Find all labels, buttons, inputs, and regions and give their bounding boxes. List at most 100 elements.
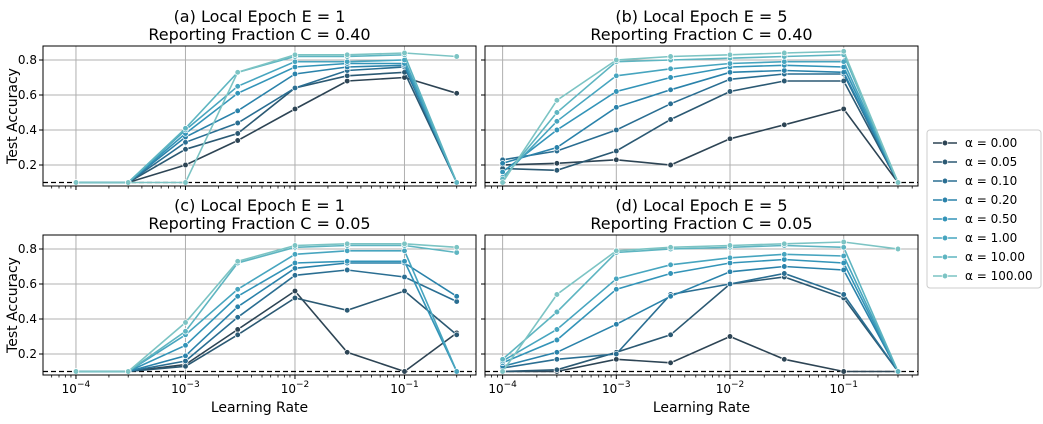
data-point [234,69,241,76]
data-point [781,270,788,277]
data-point [453,53,460,60]
y-tick-label: 0.6 [18,88,37,102]
legend-label-3: α = 0.10 [965,174,1017,188]
x-axis-label: Learning Rate [211,400,308,416]
x-tick-base: 10 [281,382,296,396]
data-point [291,58,299,65]
data-point [613,104,620,111]
legend-label-8: α = 100.00 [965,269,1033,283]
data-point [401,240,408,247]
data-point [781,356,788,363]
data-point [781,263,788,270]
y-tick-label: 0.8 [18,53,37,67]
data-point [344,77,351,85]
data-point [401,287,408,295]
data-point [726,259,734,267]
data-point [840,48,847,55]
data-point [726,254,734,261]
data-point [553,336,561,344]
data-point [726,135,734,142]
data-point [613,88,620,95]
data-point [667,261,674,268]
data-point [667,86,674,93]
x-tick-base: 10 [62,382,77,396]
data-point [840,252,847,260]
data-point [344,307,351,314]
data-point [781,58,788,65]
series-line-6 [502,60,899,183]
data-point [291,84,299,92]
data-point [667,293,674,300]
plot-frame [484,45,919,187]
legend-marker-1 [941,139,949,147]
data-point [499,160,506,167]
x-tick-base: 10 [390,382,405,396]
y-tick-label: 0.4 [18,312,37,326]
legend-marker-7 [941,253,949,261]
data-point [553,126,561,134]
x-tick-label: 10−2 [281,380,310,396]
chart-title-line1: (b) Local Epoch E = 5 [615,7,787,26]
data-point [553,291,561,298]
data-point [553,144,561,151]
data-point [499,168,506,176]
data-point [344,266,351,274]
data-point [613,356,620,363]
series-line-1 [76,76,457,184]
series-line-1 [502,108,899,183]
chart-panel-3: 0.2 0.4 0.6 0.8 (c) Local Epoch E = 1Reporti… [5,196,477,416]
data-point [840,238,847,246]
x-tick-exponent: −1 [845,380,858,390]
x-tick-exponent: −4 [77,380,91,390]
x-tick-base: 10 [829,382,844,396]
x-tick-label: 10−3 [602,380,631,396]
data-point [726,69,734,76]
series-line-2 [502,80,899,183]
x-tick-exponent: −3 [617,380,630,390]
data-point [667,359,674,366]
data-point [553,109,561,116]
data-point [182,363,189,370]
x-tick-base: 10 [716,382,731,396]
data-point [291,251,299,258]
data-point [613,72,620,79]
data-point [553,308,561,316]
data-point [613,321,620,328]
data-point [72,179,80,186]
y-tick-label: 0.2 [18,158,37,172]
data-point [553,118,561,125]
data-point [553,167,561,174]
data-point [613,56,620,64]
y-tick-label: 0.2 [18,347,37,361]
y-axis-label: Test Accuracy [5,68,21,165]
data-point [726,88,734,95]
data-point [726,51,734,58]
data-point [291,272,299,279]
legend: α = 0.00 α = 0.05 α = 0.10 α = 0.20 α = 0.50… [926,129,1042,289]
data-point [234,314,241,321]
data-point [234,258,241,265]
data-point [182,161,189,169]
data-point [781,240,788,247]
data-point [613,350,620,358]
data-point [781,251,788,258]
plot-frame [42,45,477,187]
series-line-3 [502,73,899,183]
data-point [499,356,506,363]
data-point [291,294,299,302]
chart-title-line2: Reporting Fraction C = 0.40 [590,25,812,44]
legend-label-7: α = 10.00 [965,250,1025,264]
data-point [613,286,620,293]
data-point [401,49,408,57]
legend-marker-8 [941,272,949,280]
data-point [234,326,241,333]
data-point [499,368,506,375]
data-point [781,77,788,85]
data-point [894,245,902,253]
x-axis-label: Learning Rate [653,400,750,416]
series-line-3 [502,272,899,372]
data-point [291,287,299,295]
chart-title-line2: Reporting Fraction C = 0.05 [148,214,370,233]
legend-label-4: α = 0.20 [965,193,1017,207]
